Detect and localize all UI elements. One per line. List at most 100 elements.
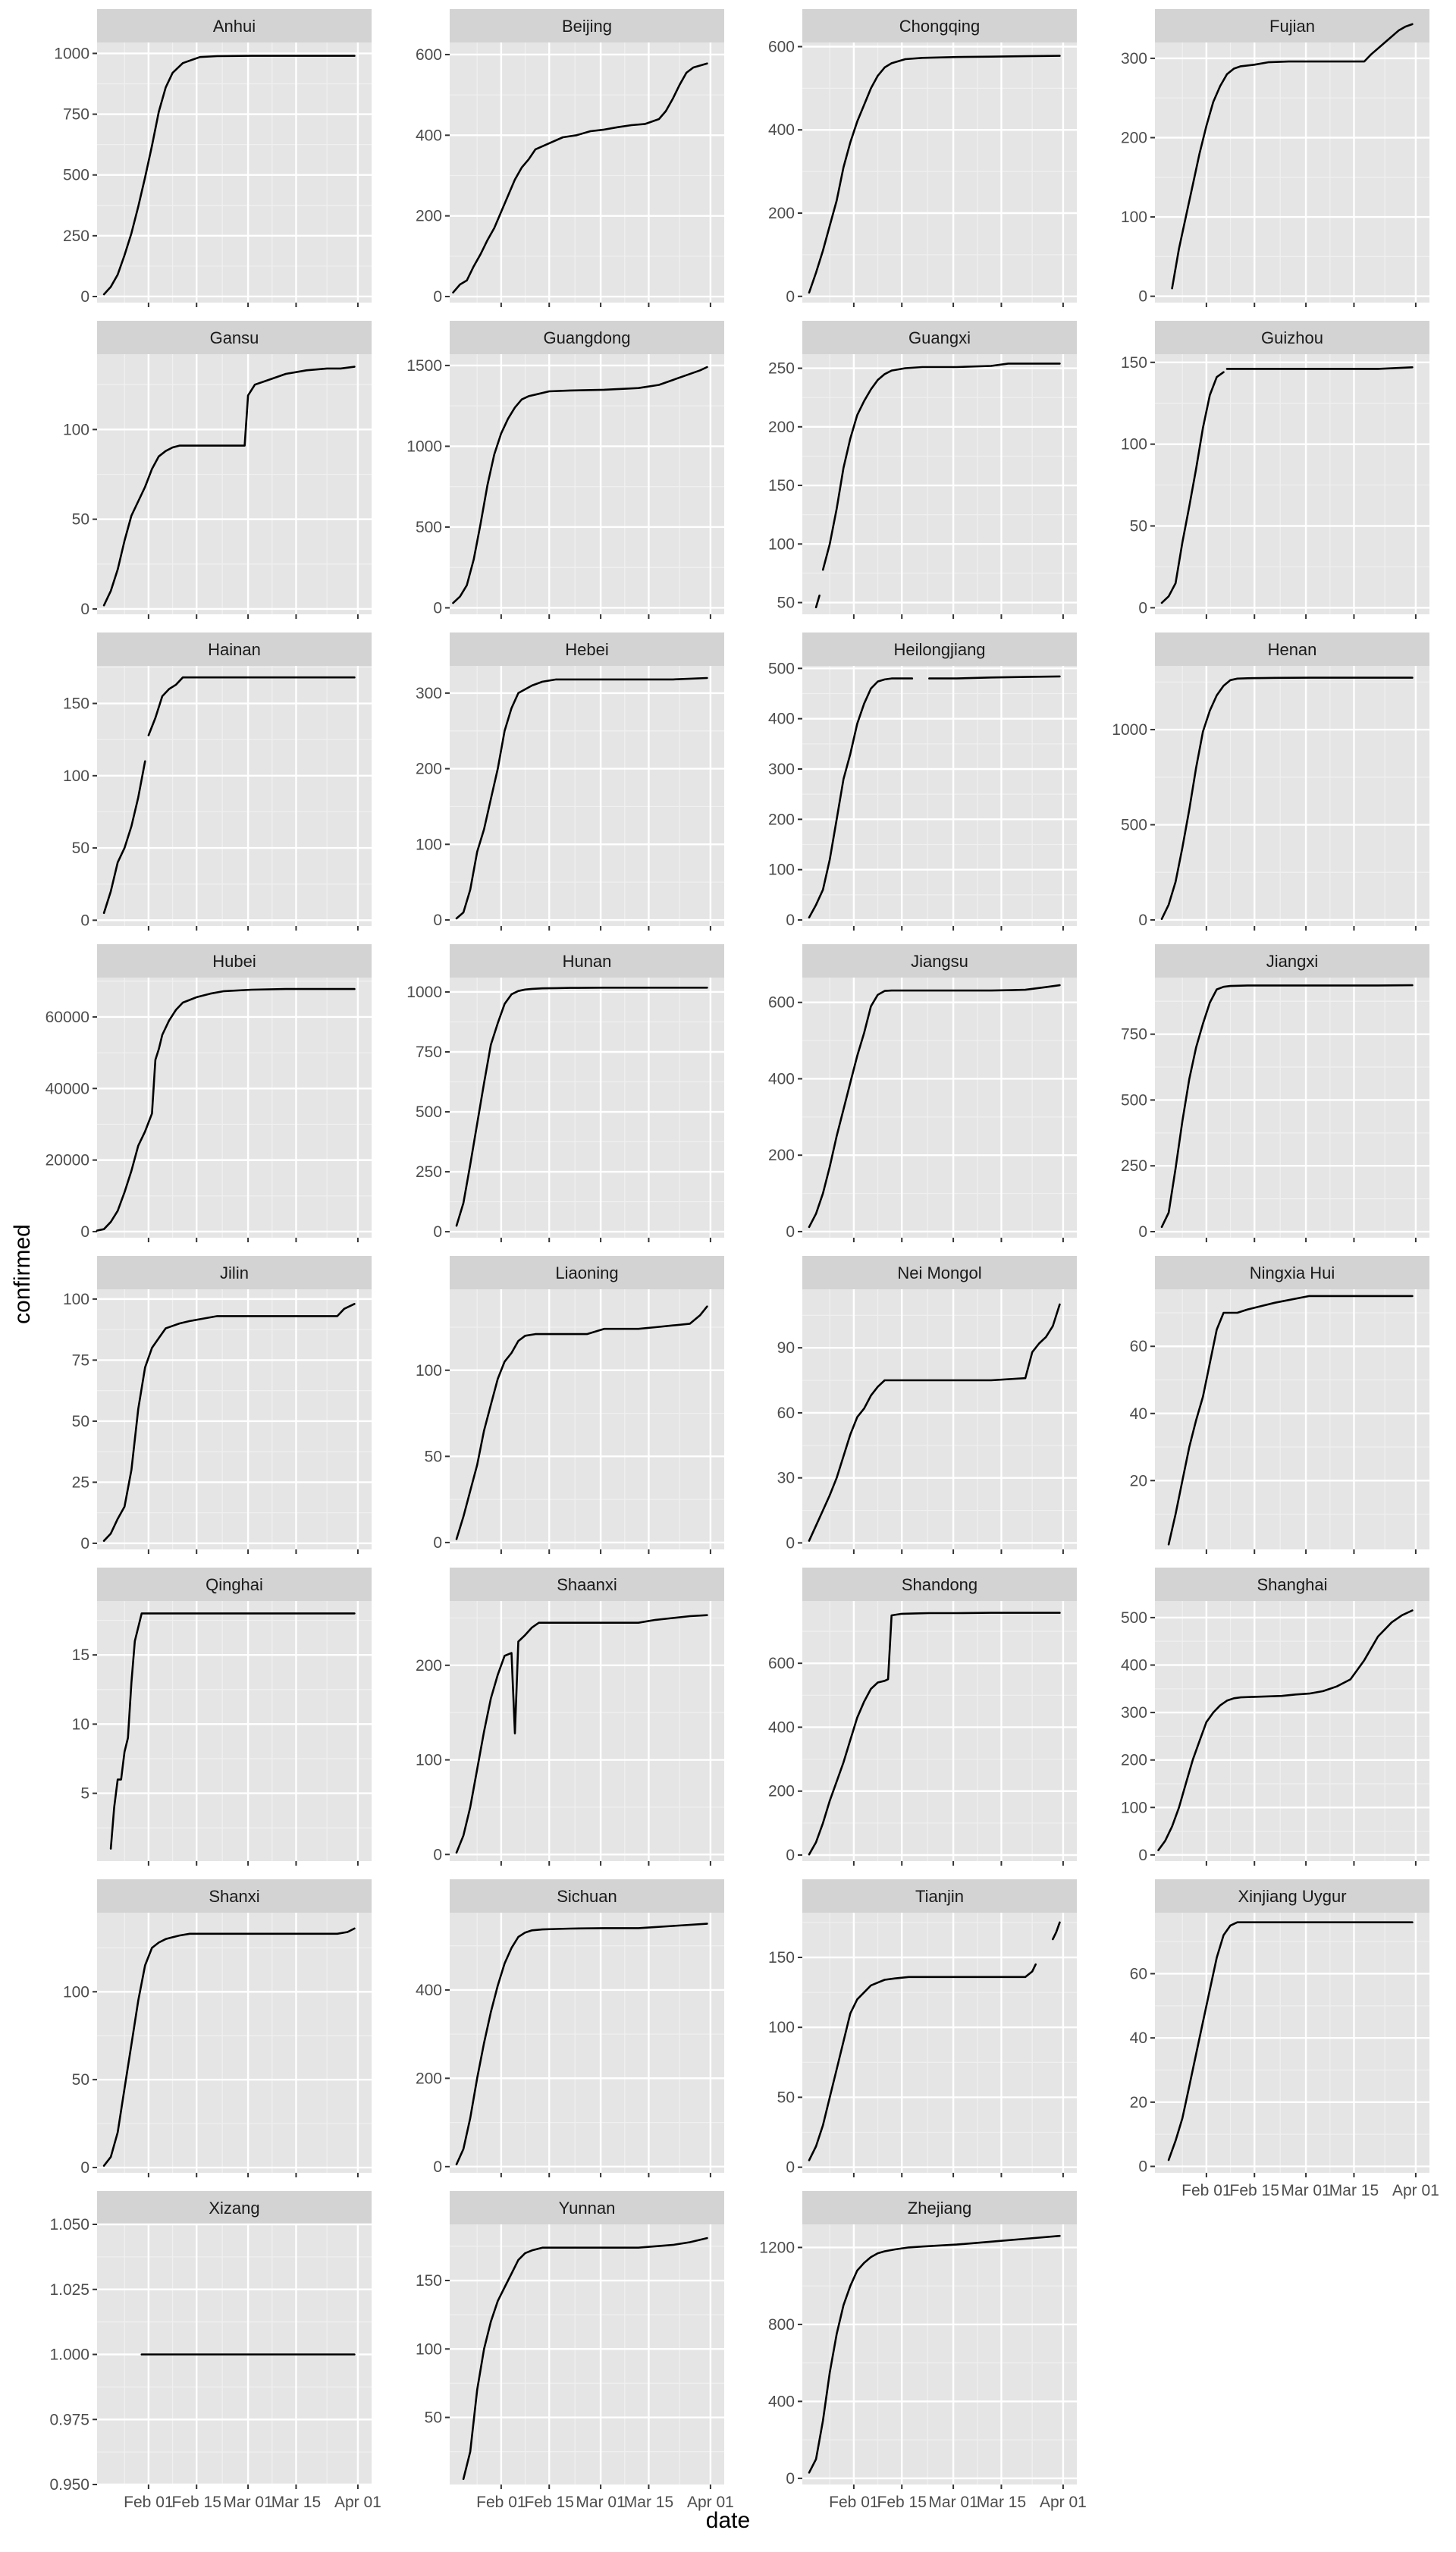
panel-background: [97, 1289, 372, 1549]
y-tick-label: 250: [63, 228, 89, 245]
y-tick-label: 0: [786, 1534, 795, 1552]
x-tick-label: Feb 15: [877, 2494, 927, 2511]
panel-background: [1155, 978, 1429, 1238]
facet-panel-shanghai: Shanghai 0 100 200 300 400 500: [1121, 1568, 1429, 1866]
facet-strip: [450, 1256, 724, 1289]
y-tick-label: 0: [433, 1534, 442, 1552]
y-tick-label: 400: [768, 121, 795, 139]
x-tick-label: Mar 15: [1329, 2182, 1379, 2199]
y-tick-label: 40: [1130, 1405, 1147, 1423]
y-tick-label: 600: [768, 1655, 795, 1672]
panel-background: [1155, 354, 1429, 614]
facet-panel-hebei: Hebei 0 100 200 300: [416, 633, 724, 931]
y-tick-label: 100: [768, 535, 795, 553]
facet-strip: [97, 944, 372, 978]
panel-background: [450, 2224, 724, 2485]
facet-strip: [802, 633, 1077, 666]
facet-title: Yunnan: [559, 2199, 616, 2218]
facet-title: Shandong: [902, 1575, 977, 1594]
y-tick-label: 150: [768, 1949, 795, 1967]
series-line: [808, 1303, 1061, 1542]
facet-title: Nei Mongol: [897, 1263, 981, 1282]
y-tick-label: 60: [1130, 1965, 1147, 1982]
y-tick-label: 1000: [406, 438, 442, 455]
y-tick-label: 50: [425, 2409, 442, 2427]
x-tick-label: Mar 01: [223, 2494, 272, 2511]
facet-title: Ningxia Hui: [1250, 1263, 1335, 1282]
x-tick-label: Mar 01: [576, 2494, 625, 2511]
series-line: [808, 55, 1061, 294]
series-line: [452, 62, 708, 294]
x-tick-label: Feb 01: [1181, 2182, 1231, 2199]
facet-panel-hubei: Hubei 0 20000 40000 60000: [46, 944, 372, 1242]
facet-strip: [97, 2191, 372, 2224]
series-line: [455, 1305, 708, 1540]
facet-strip: [450, 944, 724, 978]
y-tick-label: 1000: [406, 984, 442, 1001]
x-tick-label: Mar 01: [1281, 2182, 1330, 2199]
panel-background: [97, 666, 372, 926]
x-tick-label: Mar 01: [928, 2494, 977, 2511]
facet-strip: [97, 1879, 372, 1913]
y-tick-label: 300: [1121, 50, 1147, 67]
panel-background: [802, 42, 1077, 303]
series-line: [1160, 984, 1414, 1229]
facet-strip: [450, 9, 724, 42]
y-tick-label: 200: [1121, 1752, 1147, 1769]
facet-title: Jilin: [220, 1263, 249, 1282]
y-tick-label: 100: [63, 421, 89, 438]
y-tick-label: 50: [777, 2089, 795, 2106]
y-tick-label: 250: [416, 1163, 442, 1181]
y-tick-label: 1200: [759, 2239, 795, 2256]
facet-strip: [802, 944, 1077, 978]
y-tick-label: 0: [80, 288, 89, 306]
y-tick-label: 100: [63, 1983, 89, 2001]
facet-strip: [802, 9, 1077, 42]
facet-panel-jilin: Jilin 0 25 50 75 100: [63, 1256, 372, 1554]
series-line: [808, 1612, 1061, 1856]
y-tick-label: 600: [416, 46, 442, 64]
panel-background: [450, 354, 724, 614]
y-tick-label: 0: [1138, 599, 1147, 617]
panel-background: [450, 1913, 724, 2173]
facet-title: Hunan: [563, 952, 612, 971]
series-line: [1171, 23, 1414, 290]
panel-background: [802, 2224, 1077, 2485]
facet-panel-henan: Henan 0 500 1000: [1112, 633, 1429, 931]
facet-panel-guizhou: Guizhou 0 50 100 150: [1121, 321, 1429, 619]
y-tick-label: 90: [777, 1339, 795, 1357]
panel-background: [97, 1913, 372, 2173]
y-tick-label: 50: [425, 1448, 442, 1465]
panel-background: [450, 42, 724, 303]
x-tick-label: Mar 15: [624, 2494, 673, 2511]
panel-background: [1155, 42, 1429, 303]
y-tick-label: 0: [80, 601, 89, 618]
x-tick-label: Feb 15: [525, 2494, 574, 2511]
panel-background: [802, 666, 1077, 926]
facet-title: Hebei: [565, 640, 608, 659]
series-line: [102, 366, 356, 607]
facet-strip: [450, 2191, 724, 2224]
y-tick-label: 400: [1121, 1656, 1147, 1674]
facet-strip: [450, 633, 724, 666]
y-tick-label: 50: [1130, 518, 1147, 535]
facet-title: Henan: [1268, 640, 1317, 659]
facet-title: Qinghai: [206, 1575, 263, 1594]
facet-strip: [1155, 1879, 1429, 1913]
facet-title: Guizhou: [1261, 328, 1323, 347]
facet-title: Chongqing: [899, 17, 980, 36]
facet-title: Xinjiang Uygur: [1238, 1887, 1346, 1906]
facet-strip: [802, 1568, 1077, 1601]
y-tick-label: 0: [1138, 1847, 1147, 1864]
y-tick-label: 200: [768, 1147, 795, 1164]
y-tick-label: 25: [72, 1474, 89, 1491]
series-line: [96, 987, 356, 1232]
y-tick-label: 0: [786, 912, 795, 929]
y-tick-label: 50: [72, 2071, 89, 2089]
series-line: [1160, 676, 1414, 920]
series-line: [102, 1927, 356, 2167]
x-tick-label: Feb 01: [124, 2494, 173, 2511]
series-line: [1167, 1921, 1414, 2161]
series-line: [808, 1963, 1037, 2161]
y-tick-label: 100: [416, 836, 442, 853]
